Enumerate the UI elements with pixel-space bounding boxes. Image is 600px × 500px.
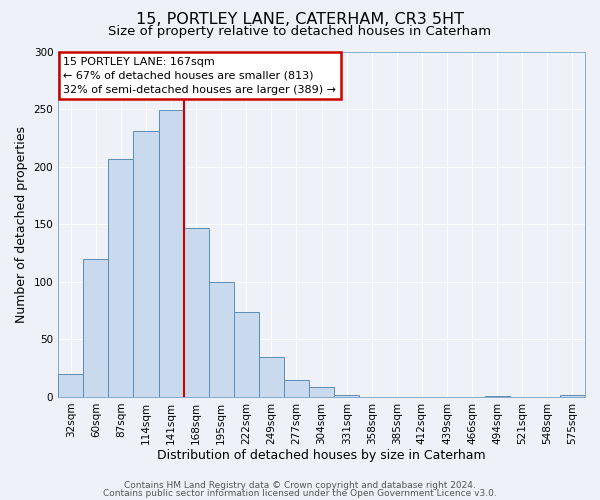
Bar (309, 386, 334, 397)
Text: Size of property relative to detached houses in Caterham: Size of property relative to detached ho… (109, 25, 491, 38)
Bar (259, 356, 284, 397)
Bar (184, 228, 209, 397)
Bar (334, 394, 359, 397)
Text: 15 PORTLEY LANE: 167sqm
← 67% of detached houses are smaller (813)
32% of semi-d: 15 PORTLEY LANE: 167sqm ← 67% of detache… (64, 56, 337, 94)
Bar (109, 158, 133, 397)
Bar (133, 131, 158, 397)
Text: 15, PORTLEY LANE, CATERHAM, CR3 5HT: 15, PORTLEY LANE, CATERHAM, CR3 5HT (136, 12, 464, 28)
Bar (209, 282, 234, 397)
Bar (58, 374, 83, 397)
Text: Contains public sector information licensed under the Open Government Licence v3: Contains public sector information licen… (103, 488, 497, 498)
Bar (158, 110, 184, 397)
Bar (560, 394, 585, 397)
Bar (234, 312, 259, 397)
Bar (284, 380, 309, 397)
Bar (83, 259, 109, 397)
Bar (485, 396, 510, 397)
Text: Contains HM Land Registry data © Crown copyright and database right 2024.: Contains HM Land Registry data © Crown c… (124, 481, 476, 490)
Y-axis label: Number of detached properties: Number of detached properties (15, 126, 28, 322)
X-axis label: Distribution of detached houses by size in Caterham: Distribution of detached houses by size … (157, 450, 486, 462)
